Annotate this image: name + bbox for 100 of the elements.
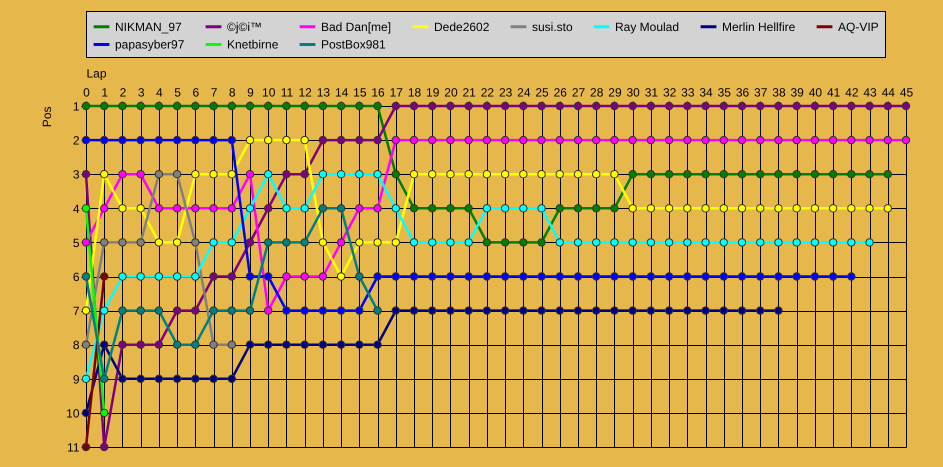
point [720, 136, 728, 144]
point [355, 170, 364, 178]
point [172, 170, 182, 178]
legend-label: ©j©i™ [227, 20, 262, 34]
y-tick-label: 3 [72, 168, 80, 182]
point [810, 238, 820, 247]
point [246, 204, 254, 212]
point [428, 136, 436, 144]
point [355, 204, 364, 212]
point [664, 136, 674, 144]
x-tick-label: 3 [138, 86, 145, 100]
x-tick-label: 27 [572, 86, 586, 100]
point [136, 204, 145, 212]
point [500, 170, 510, 178]
point [191, 170, 200, 178]
point [828, 204, 838, 212]
point [191, 374, 200, 383]
point [592, 272, 600, 281]
point [428, 306, 436, 315]
point [336, 136, 346, 144]
point [355, 306, 364, 315]
point [118, 272, 127, 281]
point [847, 136, 856, 144]
point [154, 170, 164, 178]
point [209, 136, 218, 144]
x-tick-label: 21 [462, 86, 476, 100]
point [228, 306, 236, 315]
x-tick-label: 1 [101, 86, 108, 100]
point [118, 170, 127, 178]
x-tick-label: 5 [174, 86, 182, 100]
x-tick-label: 43 [863, 86, 878, 100]
legend-label: susi.sto [532, 20, 574, 34]
x-tick-label: 45 [900, 86, 914, 100]
point [574, 272, 582, 281]
x-tick-label: 31 [644, 86, 658, 100]
point [537, 272, 546, 281]
point [172, 374, 182, 383]
point [172, 340, 182, 349]
point [865, 170, 874, 178]
point [810, 204, 820, 212]
point [592, 238, 600, 247]
point [884, 136, 892, 144]
x-tick-label: 33 [681, 86, 695, 100]
point [209, 272, 218, 281]
point [664, 238, 674, 247]
point [556, 238, 564, 247]
point [446, 136, 455, 144]
point [738, 170, 746, 178]
point [738, 306, 746, 315]
point [172, 272, 182, 281]
point [100, 272, 108, 281]
point [336, 306, 346, 315]
point [100, 340, 108, 349]
point [738, 272, 746, 281]
point [300, 238, 309, 247]
point [228, 136, 236, 144]
x-tick-label: 20 [444, 86, 458, 100]
point [428, 238, 436, 247]
x-tick-label: 35 [718, 86, 732, 100]
point [228, 340, 236, 349]
point [556, 272, 564, 281]
point [428, 204, 436, 212]
point [556, 204, 564, 212]
point [136, 170, 145, 178]
point [118, 136, 127, 144]
point [392, 204, 400, 212]
x-tick-label: 7 [210, 86, 218, 100]
x-tick-label: 40 [808, 86, 822, 100]
point [810, 272, 820, 281]
x-tick-label: 4 [156, 86, 164, 100]
point [209, 204, 218, 212]
point [136, 306, 145, 315]
point [410, 306, 418, 315]
x-tick-label: 10 [262, 86, 276, 100]
point [519, 204, 528, 212]
point [264, 340, 272, 349]
point [154, 374, 164, 383]
point [847, 238, 856, 247]
point [118, 374, 127, 383]
point [191, 238, 200, 247]
point [446, 272, 455, 281]
x-tick-label: 34 [699, 86, 714, 100]
x-tick-label: 17 [390, 86, 404, 100]
point [228, 170, 236, 178]
legend-label: papasyber97 [115, 38, 185, 52]
point [355, 340, 364, 349]
point [556, 170, 564, 178]
point [100, 204, 108, 212]
point [519, 136, 528, 144]
point [191, 306, 200, 315]
point [100, 408, 108, 418]
x-tick-label: 19 [426, 86, 440, 100]
point [500, 238, 510, 247]
point [701, 306, 710, 315]
point [373, 340, 382, 349]
point [410, 136, 418, 144]
point [610, 204, 619, 212]
point [336, 204, 346, 212]
point [810, 136, 820, 144]
point [500, 204, 510, 212]
